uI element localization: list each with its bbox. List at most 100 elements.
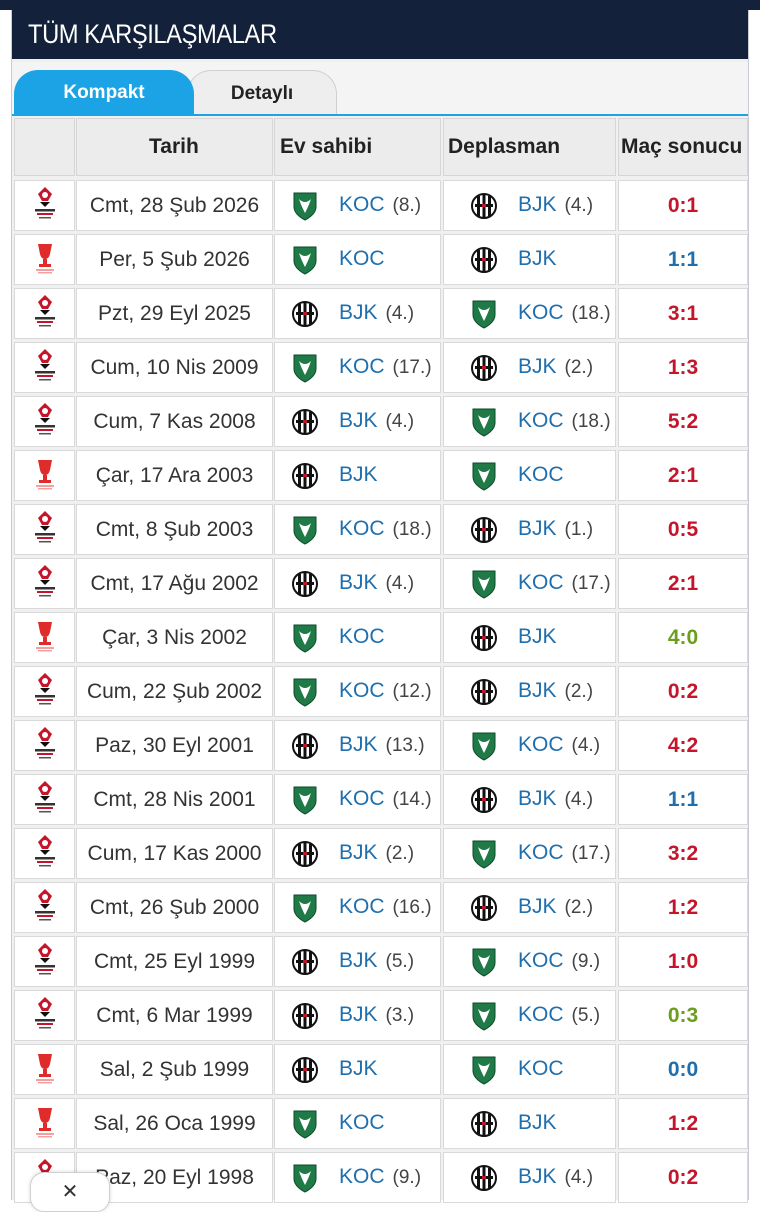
table-row[interactable]: Sal, 26 Oca 1999 KOC BJK 1:2 (12, 1096, 748, 1150)
match-score[interactable]: 1:1 (618, 774, 748, 825)
away-team-cell[interactable]: BJK (1.) (443, 504, 616, 555)
match-score[interactable]: 2:1 (618, 558, 748, 609)
away-team-name[interactable]: KOC (518, 1057, 572, 1081)
match-score[interactable]: 5:2 (618, 396, 748, 447)
away-team-name[interactable]: BJK (2.) (518, 679, 593, 703)
away-team-name[interactable]: KOC (17.) (518, 841, 611, 865)
match-score[interactable]: 0:2 (618, 1152, 748, 1203)
table-row[interactable]: Cmt, 26 Şub 2000 KOC (16.) BJK (2.) 1:2 (12, 880, 748, 934)
away-team-cell[interactable]: KOC (17.) (443, 828, 616, 879)
away-team-cell[interactable]: BJK (4.) (443, 1152, 616, 1203)
table-row[interactable]: Çar, 3 Nis 2002 KOC BJK 4:0 (12, 610, 748, 664)
match-score[interactable]: 1:1 (618, 234, 748, 285)
home-team-name[interactable]: BJK (4.) (339, 409, 414, 433)
away-team-cell[interactable]: KOC (18.) (443, 288, 616, 339)
match-score[interactable]: 0:2 (618, 666, 748, 717)
away-team-cell[interactable]: KOC (4.) (443, 720, 616, 771)
away-team-cell[interactable]: BJK (2.) (443, 342, 616, 393)
home-team-name[interactable]: BJK (2.) (339, 841, 414, 865)
away-team-cell[interactable]: KOC (18.) (443, 396, 616, 447)
table-row[interactable]: Cmt, 8 Şub 2003 KOC (18.) BJK (1.) 0:5 (12, 502, 748, 556)
home-team-name[interactable]: KOC (339, 247, 393, 271)
match-score[interactable]: 1:3 (618, 342, 748, 393)
away-team-name[interactable]: KOC (518, 463, 572, 487)
away-team-name[interactable]: BJK (2.) (518, 355, 593, 379)
home-team-name[interactable]: BJK (5.) (339, 949, 414, 973)
away-team-name[interactable]: BJK (4.) (518, 193, 593, 217)
match-score[interactable]: 0:0 (618, 1044, 748, 1095)
match-score[interactable]: 1:0 (618, 936, 748, 987)
home-team-name[interactable]: BJK (3.) (339, 1003, 414, 1027)
table-row[interactable]: Cum, 22 Şub 2002 KOC (12.) BJK (2.) 0:2 (12, 664, 748, 718)
match-score[interactable]: 3:2 (618, 828, 748, 879)
match-score[interactable]: 1:2 (618, 882, 748, 933)
home-team-cell[interactable]: KOC (274, 1098, 441, 1149)
home-team-name[interactable]: BJK (4.) (339, 571, 414, 595)
home-team-name[interactable]: KOC (339, 1111, 393, 1135)
close-button[interactable]: ✕ (30, 1172, 110, 1212)
away-team-name[interactable]: KOC (17.) (518, 571, 611, 595)
away-team-cell[interactable]: BJK (443, 612, 616, 663)
away-team-name[interactable]: BJK (518, 625, 565, 649)
match-score[interactable]: 0:5 (618, 504, 748, 555)
table-row[interactable]: Çar, 17 Ara 2003 BJK KOC 2:1 (12, 448, 748, 502)
table-row[interactable]: Sal, 2 Şub 1999 BJK KOC 0:0 (12, 1042, 748, 1096)
home-team-name[interactable]: KOC (8.) (339, 193, 421, 217)
table-row[interactable]: Cum, 10 Nis 2009 KOC (17.) BJK (2.) 1:3 (12, 340, 748, 394)
away-team-name[interactable]: BJK (1.) (518, 517, 593, 541)
home-team-cell[interactable]: KOC (14.) (274, 774, 441, 825)
home-team-name[interactable]: KOC (339, 625, 393, 649)
away-team-cell[interactable]: KOC (443, 450, 616, 501)
home-team-cell[interactable]: KOC (16.) (274, 882, 441, 933)
table-row[interactable]: Pzt, 29 Eyl 2025 BJK (4.) KOC (18.) 3:1 (12, 286, 748, 340)
home-team-cell[interactable]: BJK (274, 1044, 441, 1095)
table-row[interactable]: Cmt, 6 Mar 1999 BJK (3.) KOC (5.) 0:3 (12, 988, 748, 1042)
table-row[interactable]: Cmt, 28 Şub 2026 KOC (8.) BJK (4.) 0:1 (12, 178, 748, 232)
away-team-cell[interactable]: KOC (5.) (443, 990, 616, 1041)
home-team-cell[interactable]: BJK (2.) (274, 828, 441, 879)
away-team-cell[interactable]: BJK (443, 234, 616, 285)
away-team-name[interactable]: KOC (5.) (518, 1003, 600, 1027)
table-row[interactable]: Cmt, 25 Eyl 1999 BJK (5.) KOC (9.) 1:0 (12, 934, 748, 988)
table-row[interactable]: Paz, 20 Eyl 1998 KOC (9.) BJK (4.) 0:2 (12, 1150, 748, 1204)
table-row[interactable]: Cmt, 17 Ağu 2002 BJK (4.) KOC (17.) 2:1 (12, 556, 748, 610)
home-team-cell[interactable]: KOC (12.) (274, 666, 441, 717)
home-team-name[interactable]: KOC (16.) (339, 895, 432, 919)
home-team-cell[interactable]: BJK (274, 450, 441, 501)
away-team-name[interactable]: KOC (4.) (518, 733, 600, 757)
home-team-cell[interactable]: KOC (274, 612, 441, 663)
tab-compact[interactable]: Kompakt (14, 70, 194, 116)
home-team-cell[interactable]: KOC (274, 234, 441, 285)
away-team-name[interactable]: BJK (4.) (518, 787, 593, 811)
away-team-cell[interactable]: KOC (443, 1044, 616, 1095)
home-team-cell[interactable]: KOC (17.) (274, 342, 441, 393)
away-team-name[interactable]: BJK (4.) (518, 1165, 593, 1189)
away-team-name[interactable]: BJK (518, 1111, 565, 1135)
away-team-name[interactable]: KOC (9.) (518, 949, 600, 973)
home-team-name[interactable]: BJK (339, 463, 386, 487)
home-team-name[interactable]: KOC (17.) (339, 355, 432, 379)
tab-detailed[interactable]: Detaylı (187, 70, 337, 116)
away-team-name[interactable]: BJK (518, 247, 565, 271)
home-team-name[interactable]: BJK (4.) (339, 301, 414, 325)
home-team-name[interactable]: KOC (12.) (339, 679, 432, 703)
away-team-cell[interactable]: BJK (4.) (443, 180, 616, 231)
match-score[interactable]: 0:1 (618, 180, 748, 231)
home-team-cell[interactable]: BJK (4.) (274, 288, 441, 339)
home-team-name[interactable]: KOC (14.) (339, 787, 432, 811)
home-team-cell[interactable]: KOC (8.) (274, 180, 441, 231)
table-row[interactable]: Cum, 7 Kas 2008 BJK (4.) KOC (18.) 5:2 (12, 394, 748, 448)
home-team-name[interactable]: BJK (13.) (339, 733, 425, 757)
table-row[interactable]: Paz, 30 Eyl 2001 BJK (13.) KOC (4.) 4:2 (12, 718, 748, 772)
away-team-cell[interactable]: KOC (17.) (443, 558, 616, 609)
match-score[interactable]: 3:1 (618, 288, 748, 339)
away-team-name[interactable]: KOC (18.) (518, 301, 611, 325)
away-team-cell[interactable]: BJK (443, 1098, 616, 1149)
home-team-name[interactable]: BJK (339, 1057, 386, 1081)
home-team-cell[interactable]: BJK (4.) (274, 396, 441, 447)
match-score[interactable]: 2:1 (618, 450, 748, 501)
home-team-name[interactable]: KOC (9.) (339, 1165, 421, 1189)
home-team-cell[interactable]: BJK (4.) (274, 558, 441, 609)
home-team-name[interactable]: KOC (18.) (339, 517, 432, 541)
away-team-cell[interactable]: KOC (9.) (443, 936, 616, 987)
